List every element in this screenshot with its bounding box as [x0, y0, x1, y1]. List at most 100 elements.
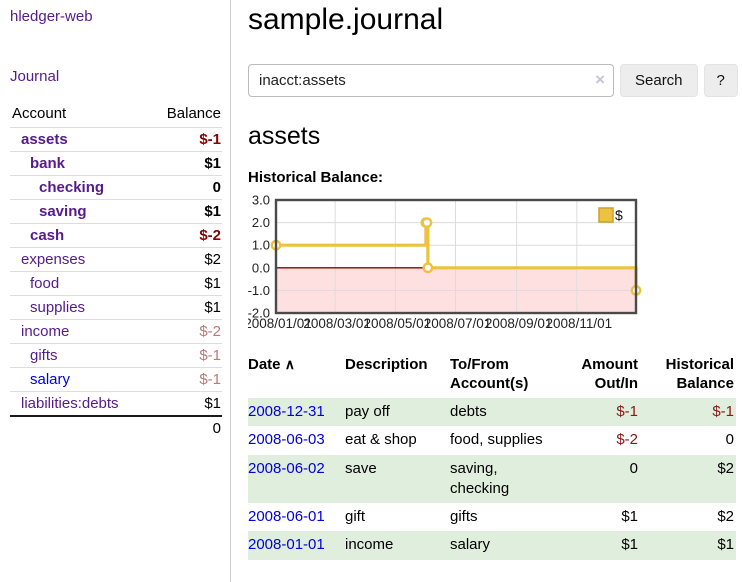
transaction-description: income: [345, 531, 450, 560]
transaction-description: eat & shop: [345, 431, 417, 449]
account-heading: assets: [248, 122, 321, 150]
transaction-description: save: [345, 454, 450, 504]
transaction-amount: 0: [561, 454, 646, 504]
y-tick-label: 1.0: [252, 238, 270, 253]
transaction-accounts: saving, checking: [450, 454, 561, 504]
search-button[interactable]: Search: [620, 64, 698, 97]
account-link-supplies[interactable]: supplies: [30, 299, 86, 316]
register-header-date[interactable]: Date ∧: [248, 352, 345, 398]
account-name-cell: bank: [10, 151, 149, 176]
page-title: sample.journal: [248, 3, 444, 36]
transaction-accounts: salary: [450, 531, 561, 560]
account-name-cell: income: [10, 319, 149, 344]
transaction-date-cell: 2008-06-02: [248, 454, 345, 504]
transaction-accounts: gifts: [450, 508, 478, 526]
account-link-cash[interactable]: cash: [30, 227, 65, 244]
accounts-header-account: Account: [12, 105, 67, 122]
x-tick-label: 2008/07/01: [424, 316, 492, 331]
transaction-row: 2008-12-31 pay off debts $-1 $-1: [248, 398, 736, 427]
account-row: saving $1: [10, 199, 222, 224]
data-point-marker: [421, 217, 433, 229]
transaction-amount: $-2: [616, 431, 638, 449]
transaction-amount: $1: [561, 531, 646, 560]
account-link-gifts[interactable]: gifts: [30, 347, 58, 364]
legend-label: $: [615, 207, 623, 223]
accounts-total-row: 0: [10, 415, 222, 440]
account-row: assets $-1: [10, 127, 222, 152]
transaction-row: 2008-06-02 save saving, checking 0 $2: [248, 454, 736, 504]
account-balance: $1: [148, 271, 222, 296]
account-row: salary $-1: [10, 367, 222, 392]
register-table: Date ∧ Description To/From Account(s) Am…: [248, 352, 736, 560]
account-link-saving[interactable]: saving: [39, 203, 87, 220]
transaction-balance: $2: [646, 454, 736, 504]
transaction-date-link[interactable]: 2008-06-02: [248, 459, 325, 477]
account-link-bank[interactable]: bank: [30, 155, 66, 172]
transaction-balance: $2: [717, 508, 734, 526]
transaction-date-link[interactable]: 2008-01-01: [248, 536, 325, 554]
chart-label: Historical Balance:: [248, 169, 384, 186]
search-input[interactable]: [248, 64, 614, 97]
account-name-cell: gifts: [10, 343, 149, 368]
account-link-expenses[interactable]: expenses: [21, 251, 86, 268]
account-link-income[interactable]: income: [21, 323, 70, 340]
account-link-salary[interactable]: salary: [30, 371, 71, 388]
transaction-date-link[interactable]: 2008-06-01: [248, 508, 325, 526]
sidebar: hledger-web Journal Account Balance asse…: [0, 0, 231, 582]
x-tick-label: 2008/05/01: [364, 316, 432, 331]
register-header-accounts: To/From Account(s): [450, 356, 529, 393]
account-row: cash $-2: [10, 223, 222, 248]
app-title-link[interactable]: hledger-web: [10, 8, 93, 25]
account-link-food[interactable]: food: [30, 275, 60, 292]
account-balance: 0: [148, 175, 222, 200]
search-box: ×: [248, 64, 614, 97]
account-link-checking[interactable]: checking: [39, 179, 105, 196]
transaction-row: 2008-06-03 eat & shop food, supplies $-2 0: [248, 426, 736, 454]
transaction-date-cell: 2008-12-31: [248, 398, 345, 427]
account-row: expenses $2: [10, 247, 222, 272]
account-row: supplies $1: [10, 295, 222, 320]
accounts-total-value: 0: [148, 415, 222, 440]
transaction-balance: $-1: [646, 398, 736, 427]
account-link-assets[interactable]: assets: [21, 131, 68, 148]
register-header-amount: Amount Out/In: [581, 356, 638, 393]
app-title: hledger-web: [10, 8, 222, 26]
accounts-body: assets $-1 bank $1 checking 0 saving $1 cash $-2 e…: [10, 127, 222, 416]
transaction-description: pay off: [345, 398, 450, 427]
account-name-cell: saving: [10, 199, 149, 224]
x-tick-label: 2008/11/01: [546, 316, 613, 331]
transaction-date-link[interactable]: 2008-06-03: [248, 431, 325, 449]
account-row: bank $1: [10, 151, 222, 176]
main-content: sample.journal × Search ? assets Histori…: [231, 0, 742, 582]
account-balance: $1: [148, 295, 222, 320]
account-name-cell: checking: [10, 175, 149, 200]
account-balance: $-1: [148, 127, 222, 152]
account-name-cell: food: [10, 271, 149, 296]
register-header-row: Date ∧ Description To/From Account(s) Am…: [248, 352, 736, 398]
account-name-cell: expenses: [10, 247, 149, 272]
transaction-accounts: food, supplies: [450, 431, 543, 449]
account-row: checking 0: [10, 175, 222, 200]
x-tick-label: 2008/09/01: [485, 316, 553, 331]
chart-wrap: 3.0 2.0 1.0 0.0 -1.0 -2.0 2008/01/01 2008/03/01…: [244, 193, 738, 338]
accounts-header-row: Account Balance: [10, 102, 222, 128]
transaction-date-link[interactable]: 2008-12-31: [248, 403, 325, 421]
transaction-balance: 0: [725, 431, 734, 449]
clear-search-icon[interactable]: ×: [595, 70, 605, 89]
y-tick-label: -1.0: [248, 283, 270, 298]
help-button[interactable]: ?: [703, 64, 738, 97]
account-balance: $-1: [148, 343, 222, 368]
register-body: 2008-12-31 pay off debts $-1 $-1 2008-06-03 ea…: [248, 398, 736, 560]
account-row: liabilities:debts $1: [10, 391, 222, 416]
account-balance: $1: [148, 199, 222, 224]
account-balance: $-2: [148, 319, 222, 344]
account-link-liabilities-debts[interactable]: liabilities:debts: [21, 395, 119, 412]
historical-balance-chart: 3.0 2.0 1.0 0.0 -1.0 -2.02008/01/012008/03/01…: [244, 193, 642, 331]
sort-asc-icon: ∧: [284, 356, 295, 372]
sidebar-item-journal[interactable]: Journal: [10, 68, 60, 85]
plot-border: [274, 198, 638, 315]
transaction-balance: $1: [646, 531, 736, 560]
x-tick-label: 2008/03/01: [303, 316, 371, 331]
legend-swatch: [598, 207, 614, 223]
transaction-description: gift: [345, 508, 366, 526]
